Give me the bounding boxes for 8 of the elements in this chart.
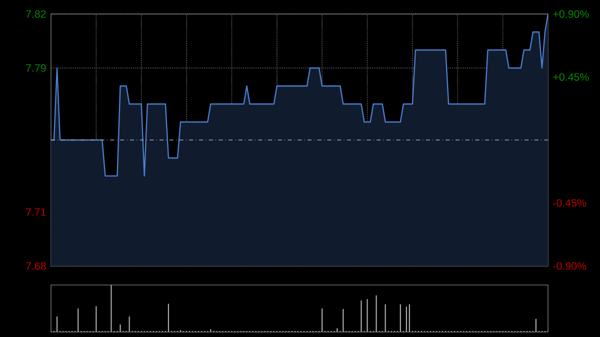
y-tick-label: 7.79 bbox=[26, 64, 46, 72]
y2-tick-label: -0.45% bbox=[553, 199, 586, 207]
y2-tick-label: -0.90% bbox=[553, 262, 586, 270]
y-tick-label: 7.82 bbox=[26, 10, 46, 18]
y-tick-label: 7.68 bbox=[26, 262, 46, 270]
y-tick-label: 7.71 bbox=[26, 208, 46, 216]
y2-tick-label: +0.90% bbox=[553, 10, 589, 18]
y2-tick-label: +0.45% bbox=[553, 73, 589, 81]
